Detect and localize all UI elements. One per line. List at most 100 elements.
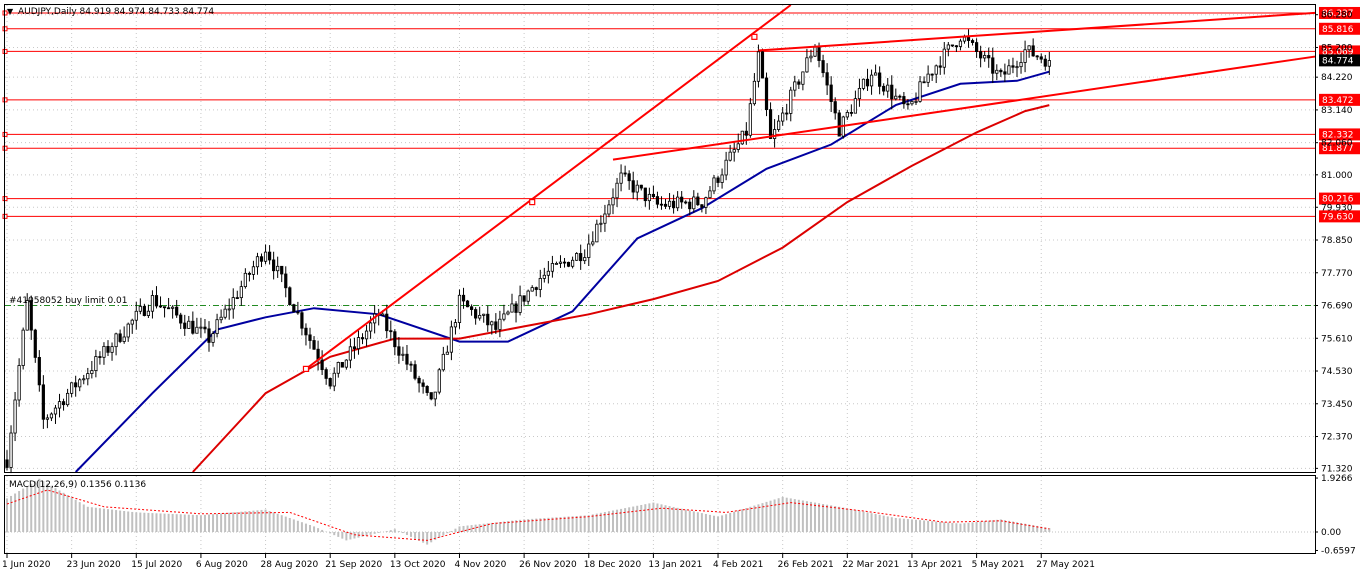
candle-body <box>942 48 946 68</box>
candle-body <box>777 120 781 130</box>
candle <box>696 192 700 207</box>
candle-body <box>635 184 639 193</box>
candle-body <box>720 174 724 183</box>
candle <box>94 349 98 378</box>
candle <box>1047 51 1051 75</box>
candle-body <box>1047 60 1051 67</box>
price-tick-label: 72.370 <box>1321 433 1353 443</box>
candle <box>607 199 611 218</box>
candle <box>1023 40 1027 73</box>
candle <box>659 196 664 210</box>
trendline-handle[interactable] <box>529 199 536 206</box>
candle <box>688 198 692 216</box>
candle <box>324 367 328 385</box>
trendline[interactable] <box>758 11 1316 52</box>
candle-body <box>465 300 470 308</box>
candle <box>708 186 712 199</box>
trendline[interactable] <box>612 55 1316 161</box>
candle <box>680 191 684 209</box>
candle-body <box>235 297 239 299</box>
candle <box>41 375 45 429</box>
candle <box>534 286 538 297</box>
candle <box>142 303 146 317</box>
candle-body <box>61 401 66 406</box>
candle <box>768 102 773 140</box>
candle-body <box>364 330 369 340</box>
candle <box>922 76 926 84</box>
candle <box>106 340 110 357</box>
candle <box>869 69 874 95</box>
candle <box>389 320 393 341</box>
candle-body <box>433 391 437 400</box>
candle <box>195 317 199 334</box>
candle <box>898 94 902 101</box>
candle <box>219 309 223 324</box>
candle <box>627 170 631 190</box>
time-tick-label: 22 Mar 2021 <box>842 560 899 570</box>
candle-body <box>740 130 744 145</box>
candle-body <box>348 346 353 361</box>
candle-body <box>70 382 74 394</box>
candle-body <box>623 172 627 175</box>
candle <box>676 191 680 212</box>
candle-body <box>74 382 78 388</box>
candle <box>17 358 21 407</box>
candle <box>25 293 29 331</box>
candle-body <box>110 346 114 353</box>
candle-body <box>736 143 740 150</box>
candle-body <box>708 190 712 199</box>
candle-body <box>538 278 542 290</box>
trendline-handle[interactable] <box>302 365 310 372</box>
candle-body <box>457 294 462 323</box>
candle-body <box>748 103 752 136</box>
candle-body <box>284 273 288 289</box>
candle <box>1007 59 1011 75</box>
time-tick-label: 21 Sep 2020 <box>325 560 382 570</box>
candle-body <box>979 51 983 59</box>
candle-body <box>869 74 874 87</box>
candle <box>833 97 837 120</box>
candle-body <box>37 357 41 386</box>
candle <box>983 51 987 62</box>
candle-body <box>336 362 340 374</box>
level-price-tag <box>1319 210 1360 223</box>
candle-body <box>478 314 482 319</box>
collapse-arrow-icon[interactable]: ▼ <box>7 7 14 16</box>
candle-body <box>514 303 518 313</box>
candle <box>1035 55 1039 61</box>
candle <box>760 48 765 79</box>
candle <box>243 268 247 289</box>
candle-body <box>878 72 882 87</box>
candle-body <box>882 85 886 92</box>
candle <box>781 107 785 126</box>
candle <box>215 313 219 338</box>
candle <box>138 298 142 315</box>
candle <box>457 289 462 329</box>
candle <box>506 310 510 316</box>
candle <box>975 38 979 58</box>
candle-body <box>98 356 102 358</box>
candle-body <box>300 312 304 329</box>
candle-body <box>1015 66 1019 69</box>
candle <box>494 313 498 334</box>
candle-body <box>179 314 183 324</box>
candle <box>934 64 938 84</box>
macd-pane-frame <box>4 475 1316 554</box>
candle <box>752 73 757 106</box>
candle <box>979 45 983 68</box>
trendline[interactable] <box>305 4 792 370</box>
time-tick-label: 13 Oct 2020 <box>390 560 446 570</box>
candle <box>789 86 793 122</box>
horizontal-levels[interactable]: 86.337 85.816 85.069 83.472 82.332 81.877 80.2… <box>2 6 1360 223</box>
level-price-tag <box>1319 22 1360 35</box>
trendlines[interactable] <box>302 4 1316 372</box>
candle <box>667 193 672 210</box>
candle <box>134 301 138 330</box>
candle-body <box>288 287 292 306</box>
macd-signal-line <box>6 489 1050 541</box>
trendline-handle[interactable] <box>751 33 758 40</box>
candle <box>417 375 421 393</box>
candle <box>615 177 619 207</box>
